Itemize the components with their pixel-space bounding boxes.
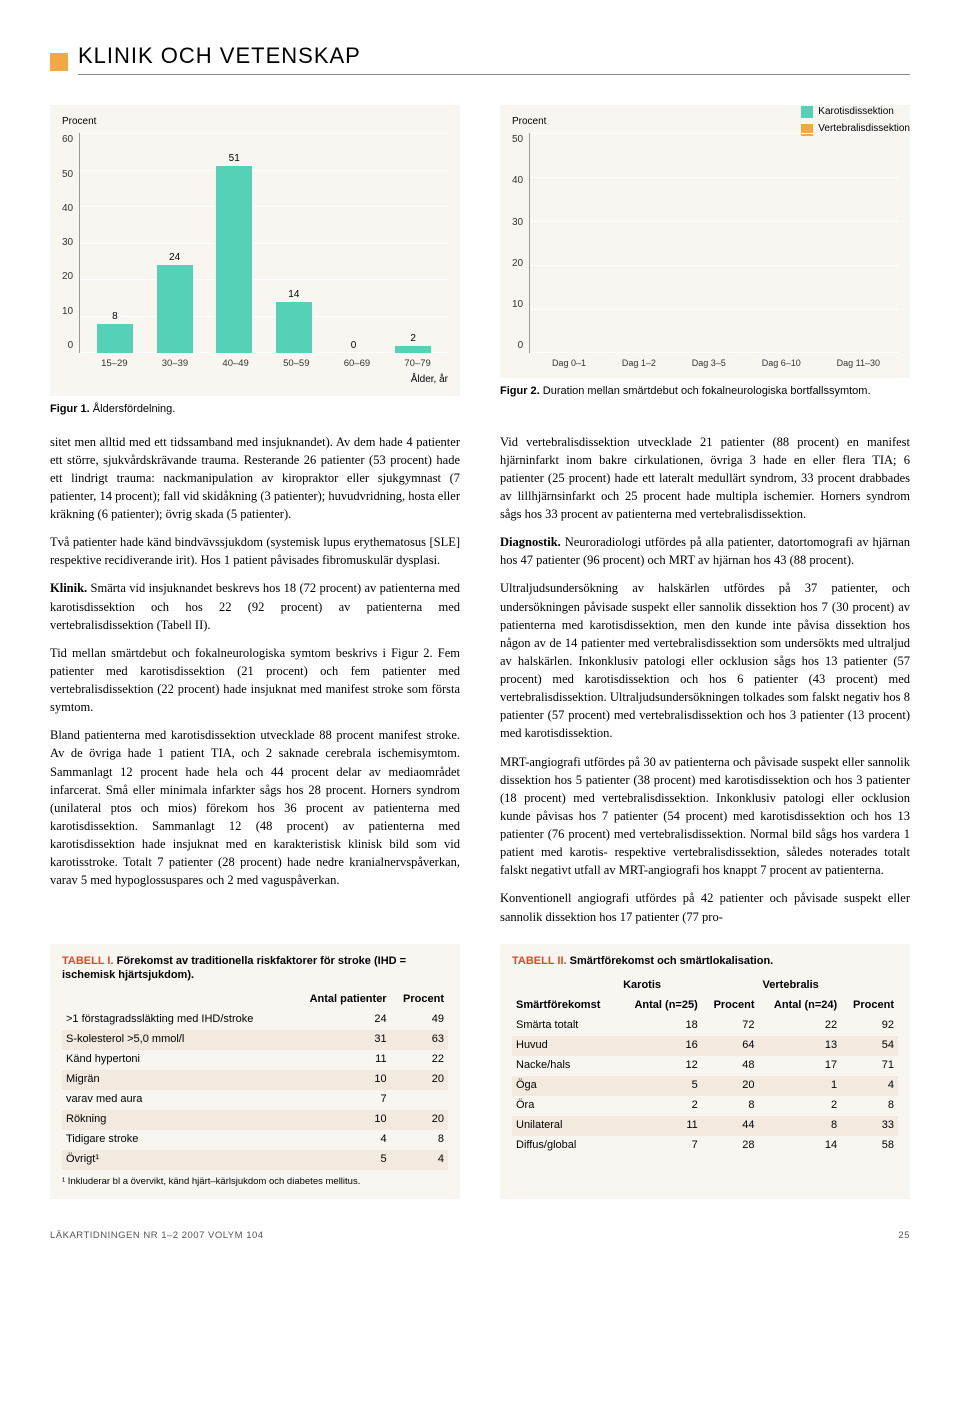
figure-2-chart: Procent KarotisdissektionVertebralisdiss… bbox=[500, 105, 910, 379]
fig2-caption-label: Figur 2. bbox=[500, 385, 540, 397]
diag-label: Diagnostik. bbox=[500, 535, 561, 549]
table2-grid: KarotisVertebralis SmärtförekomstAntal (… bbox=[512, 976, 898, 1155]
charts-row: Procent 6050403020100 824511402 15–2930–… bbox=[50, 105, 910, 418]
fig1-yaxis: 6050403020100 bbox=[62, 133, 79, 353]
footer-left: LÄKARTIDNINGEN NR 1–2 2007 VOLYM 104 bbox=[50, 1229, 264, 1243]
klinik-label: Klinik. bbox=[50, 581, 87, 595]
body-p2: Två patienter hade känd bindvävssjukdom … bbox=[50, 533, 460, 569]
table1-title-red: TABELL I. bbox=[62, 955, 114, 967]
page-title: KLINIK OCH VETENSKAP bbox=[78, 40, 910, 75]
table1-grid: Antal patienterProcent >1 förstagradsslä… bbox=[62, 990, 448, 1169]
body-p1: sitet men alltid med ett tidssamband med… bbox=[50, 433, 460, 524]
header-marker-icon bbox=[50, 53, 68, 71]
fig1-caption: Figur 1. Åldersfördelning. bbox=[50, 402, 460, 418]
fig2-caption: Figur 2. Duration mellan smärtdebut och … bbox=[500, 384, 910, 400]
fig2-xticks: Dag 0–1Dag 1–2Dag 3–5Dag 6–10Dag 11–30 bbox=[512, 357, 898, 370]
body-p5: Bland patienterna med karotisdissektion … bbox=[50, 726, 460, 889]
diag-text: Neuroradiologi utfördes på alla patiente… bbox=[500, 535, 910, 567]
fig1-caption-text: Åldersfördelning. bbox=[93, 403, 176, 415]
body-p8: Ultraljudsundersökning av halskärlen utf… bbox=[500, 579, 910, 742]
fig1-ytitle: Procent bbox=[62, 115, 448, 130]
fig2-caption-text: Duration mellan smärtdebut och fokalneur… bbox=[543, 385, 871, 397]
body-p10: Konventionell angiografi utfördes på 42 … bbox=[500, 889, 910, 925]
klinik-text: Smärta vid insjuknandet beskrevs hos 18 … bbox=[50, 581, 460, 631]
figure-2: Procent KarotisdissektionVertebralisdiss… bbox=[500, 105, 910, 418]
table2-title: TABELL II. Smärtförekomst och smärtlokal… bbox=[512, 954, 898, 968]
fig2-yaxis: 50403020100 bbox=[512, 133, 529, 353]
tables-row: TABELL I. Förekomst av traditionella ris… bbox=[50, 944, 910, 1199]
table1-title-rest: Förekomst av traditionella riskfaktorer … bbox=[62, 955, 406, 981]
table-2: TABELL II. Smärtförekomst och smärtlokal… bbox=[500, 944, 910, 1199]
fig1-xticks: 15–2930–3940–4950–5960–6970–79 bbox=[62, 357, 448, 371]
body-p6: Vid vertebralisdissektion utvecklade 21 … bbox=[500, 433, 910, 524]
body-columns: sitet men alltid med ett tidssamband med… bbox=[50, 433, 910, 926]
fig1-caption-label: Figur 1. bbox=[50, 403, 90, 415]
page-header-bar: KLINIK OCH VETENSKAP bbox=[50, 40, 910, 75]
table2-title-rest: Smärtförekomst och smärtlokalisation. bbox=[570, 955, 774, 967]
figure-1: Procent 6050403020100 824511402 15–2930–… bbox=[50, 105, 460, 418]
body-p9: MRT-angiografi utfördes på 30 av patient… bbox=[500, 753, 910, 880]
fig1-plot: 824511402 bbox=[79, 133, 448, 353]
table1-title: TABELL I. Förekomst av traditionella ris… bbox=[62, 954, 448, 983]
figure-1-chart: Procent 6050403020100 824511402 15–2930–… bbox=[50, 105, 460, 396]
fig1-xtitle: Ålder, år bbox=[62, 373, 448, 388]
table2-title-red: TABELL II. bbox=[512, 955, 567, 967]
body-diag: Diagnostik. Neuroradiologi utfördes på a… bbox=[500, 533, 910, 569]
body-p4: Tid mellan smärtdebut och fokalneurologi… bbox=[50, 644, 460, 717]
table-1: TABELL I. Förekomst av traditionella ris… bbox=[50, 944, 460, 1199]
page-footer: LÄKARTIDNINGEN NR 1–2 2007 VOLYM 104 25 bbox=[50, 1229, 910, 1243]
fig2-plot bbox=[529, 133, 898, 353]
body-klinik: Klinik. Smärta vid insjuknandet beskrevs… bbox=[50, 579, 460, 633]
footer-page-number: 25 bbox=[898, 1229, 910, 1243]
table1-footnote: ¹ Inkluderar bl a övervikt, känd hjärt–k… bbox=[62, 1175, 448, 1189]
